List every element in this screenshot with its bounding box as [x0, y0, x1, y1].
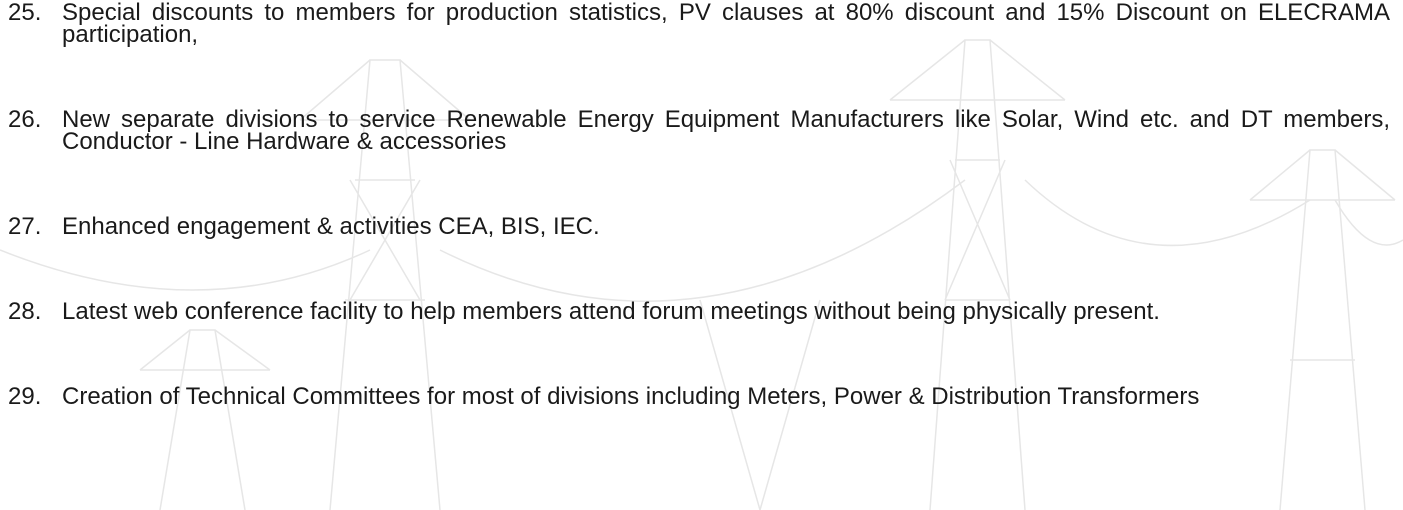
- item-number: 26.: [8, 109, 41, 131]
- list-item: 29. Creation of Technical Committees for …: [0, 386, 1390, 408]
- item-number: 25.: [8, 2, 41, 24]
- item-text: Latest web conference facility to help m…: [62, 298, 1160, 325]
- item-number: 28.: [8, 301, 41, 323]
- item-number: 27.: [8, 216, 41, 238]
- item-text: New separate divisions to service Renewa…: [62, 106, 1390, 155]
- list-item: 28. Latest web conference facility to hel…: [0, 301, 1390, 323]
- item-text: Enhanced engagement & activities CEA, BI…: [62, 213, 600, 240]
- list-item: 25. Special discounts to members for prod…: [0, 2, 1390, 46]
- list-item: 26. New separate divisions to service Ren…: [0, 109, 1390, 153]
- list-item: 27. Enhanced engagement & activities CEA,…: [0, 216, 1390, 238]
- item-number: 29.: [8, 386, 41, 408]
- item-text: Special discounts to members for product…: [62, 0, 1390, 48]
- item-text: Creation of Technical Committees for mos…: [62, 383, 1199, 410]
- page: 25. Special discounts to members for prod…: [0, 0, 1403, 510]
- numbered-list: 25. Special discounts to members for prod…: [0, 2, 1390, 471]
